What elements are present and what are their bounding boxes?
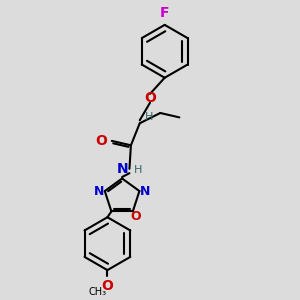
Text: O: O <box>144 91 156 105</box>
Text: N: N <box>140 184 151 198</box>
Text: F: F <box>160 7 169 20</box>
Text: O: O <box>130 210 141 223</box>
Text: O: O <box>95 134 107 148</box>
Text: N: N <box>116 162 128 176</box>
Text: CH₃: CH₃ <box>88 287 106 297</box>
Text: O: O <box>101 279 113 293</box>
Text: H: H <box>144 112 153 122</box>
Text: H: H <box>134 165 142 175</box>
Text: N: N <box>94 184 104 198</box>
